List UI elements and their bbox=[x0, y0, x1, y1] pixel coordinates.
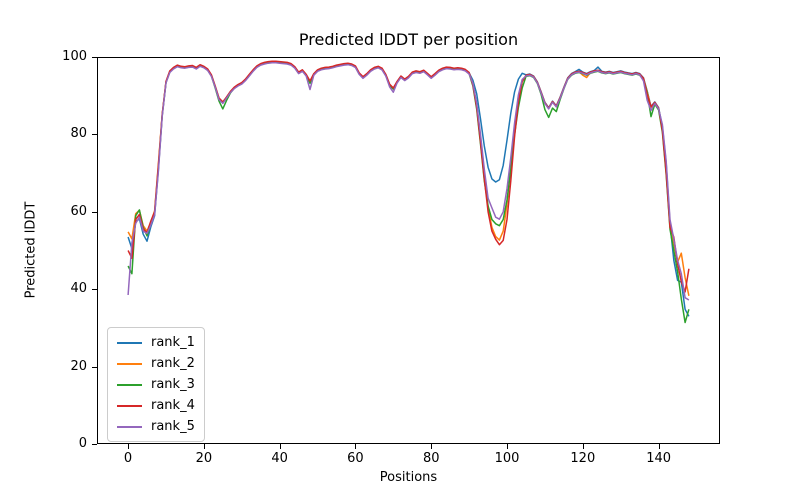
y-tick-mark bbox=[92, 289, 97, 291]
x-tick-label: 40 bbox=[271, 451, 288, 466]
legend-label: rank_3 bbox=[151, 377, 195, 392]
series-line-rank_4 bbox=[127, 60, 690, 293]
x-tick-mark bbox=[355, 444, 357, 449]
y-tick-label: 20 bbox=[70, 358, 87, 374]
series-line-rank_1 bbox=[127, 60, 690, 317]
x-tick-mark bbox=[658, 444, 660, 449]
x-axis-label: Positions bbox=[379, 470, 438, 485]
legend-line-swatch bbox=[117, 362, 142, 365]
legend-entry-rank_1: rank_1 bbox=[117, 332, 195, 353]
legend-label: rank_2 bbox=[151, 356, 195, 371]
series-line-rank_3 bbox=[127, 61, 690, 324]
y-tick-mark bbox=[92, 444, 97, 445]
x-tick-label: 80 bbox=[422, 451, 440, 466]
y-tick-label: 0 bbox=[78, 436, 87, 451]
legend-entry-rank_4: rank_4 bbox=[117, 395, 195, 416]
plot-lines bbox=[127, 60, 690, 324]
y-tick-label: 80 bbox=[70, 126, 87, 142]
x-tick-label: 120 bbox=[570, 451, 596, 466]
x-tick-label: 100 bbox=[494, 451, 520, 466]
y-tick-mark bbox=[92, 134, 97, 136]
legend-entry-rank_5: rank_5 bbox=[117, 416, 195, 437]
x-tick-mark bbox=[203, 444, 205, 449]
x-tick-mark bbox=[431, 444, 433, 449]
x-tick-mark bbox=[582, 444, 584, 449]
x-tick-mark bbox=[507, 444, 509, 449]
legend-label: rank_4 bbox=[151, 398, 195, 413]
legend-line-swatch bbox=[117, 425, 142, 428]
legend-entry-rank_2: rank_2 bbox=[117, 353, 195, 374]
chart-title: Predicted lDDT per position bbox=[298, 30, 519, 49]
x-tick-label: 20 bbox=[195, 451, 213, 466]
legend: rank_1 rank_2 rank_3 rank_4 rank_5 bbox=[107, 327, 205, 442]
y-tick-label: 40 bbox=[70, 281, 87, 297]
legend-line-swatch bbox=[117, 341, 142, 344]
x-tick-mark bbox=[279, 444, 281, 449]
legend-line-swatch bbox=[117, 404, 142, 407]
y-tick-mark bbox=[92, 366, 97, 368]
series-line-rank_2 bbox=[127, 61, 690, 296]
y-tick-label: 60 bbox=[70, 203, 87, 219]
series-line-rank_5 bbox=[127, 62, 690, 301]
x-tick-label: 140 bbox=[646, 451, 672, 466]
x-tick-label: 60 bbox=[347, 451, 364, 466]
legend-line-swatch bbox=[117, 383, 142, 386]
legend-label: rank_1 bbox=[151, 335, 195, 350]
x-tick-label: 0 bbox=[123, 451, 133, 466]
y-tick-mark bbox=[92, 211, 97, 213]
legend-entry-rank_3: rank_3 bbox=[117, 374, 195, 395]
y-tick-mark bbox=[92, 57, 97, 58]
plot-area bbox=[97, 57, 720, 444]
legend-label: rank_5 bbox=[151, 419, 195, 434]
y-tick-label: 100 bbox=[62, 49, 87, 64]
x-tick-mark bbox=[128, 444, 130, 449]
